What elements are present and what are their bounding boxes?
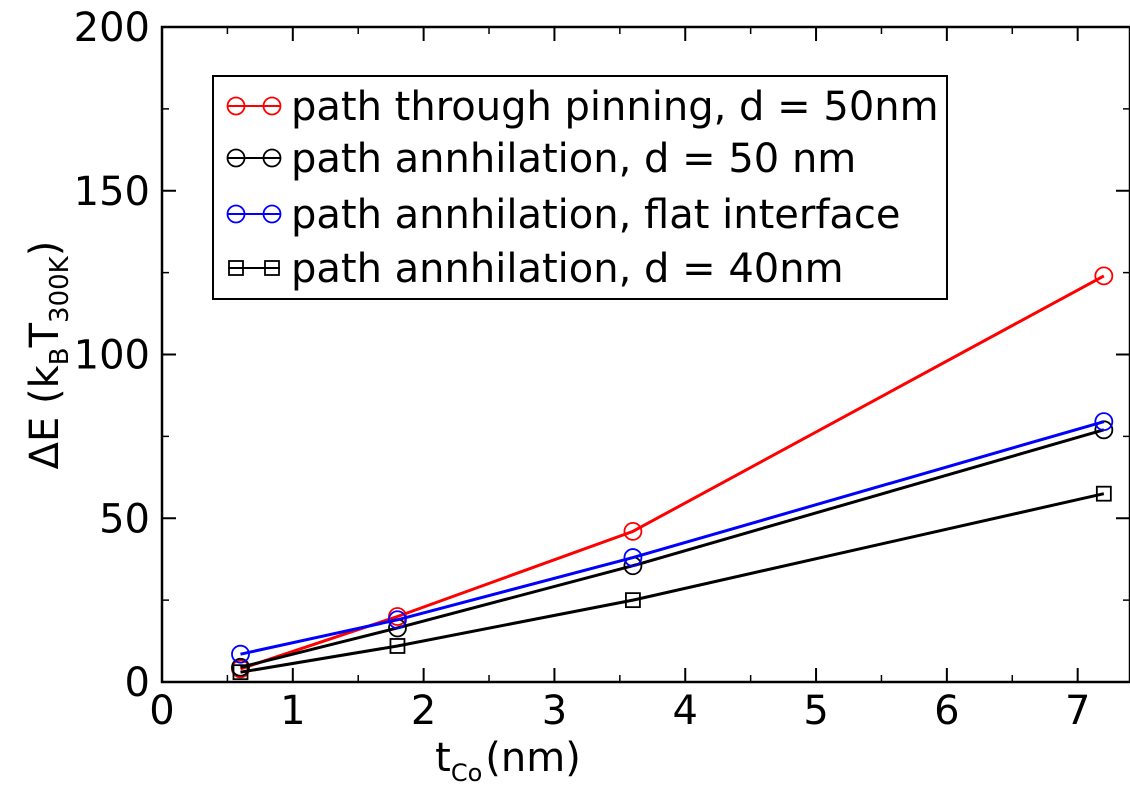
y-axis-label-t: T: [22, 322, 68, 348]
legend-marker: [264, 260, 280, 276]
x-axis: 0 1 2 3 4 5 6 7: [149, 27, 1090, 734]
y-axis-label: ΔE (kBT300K): [22, 241, 75, 470]
legend-label: path through pinning, d = 50nm: [291, 84, 939, 130]
y-axis-label-sub-t: 300K: [45, 255, 75, 323]
series-line: [240, 428, 1105, 669]
x-tick-label: 6: [934, 688, 959, 734]
legend-entry: path annhilation, d = 50 nm: [226, 136, 856, 182]
legend-marker: [262, 148, 282, 168]
y-tick-label: 200: [74, 5, 150, 51]
x-axis-label-sub: Co: [451, 759, 482, 787]
data-point: [389, 638, 406, 654]
legend-marker: [226, 148, 246, 168]
y-tick-label: 100: [74, 333, 150, 379]
series-line: [240, 492, 1105, 674]
legend-entry: path through pinning, d = 50nm: [226, 84, 939, 130]
series-line: [240, 274, 1105, 671]
data-point: [625, 592, 641, 609]
series-line: [240, 420, 1105, 656]
x-tick-label: 5: [803, 688, 828, 734]
data-point: [1094, 412, 1114, 432]
data-point: [231, 644, 250, 664]
y-tick-label: 50: [99, 496, 150, 542]
x-tick-label: 0: [149, 688, 174, 734]
y-axis-label-sub-b: B: [45, 347, 75, 365]
legend-entry: path annhilation, d = 40nm: [228, 246, 844, 292]
x-axis-label-main: t: [435, 735, 451, 781]
legend-marker: [262, 96, 282, 116]
legend-box: [212, 75, 948, 300]
legend-label: path annhilation, flat interface: [291, 192, 901, 238]
series-layer: [231, 266, 1114, 681]
legend-marker: [228, 260, 244, 276]
legend: path through pinning, d = 50nm path annhi…: [212, 75, 948, 300]
data-point: [623, 548, 643, 567]
series-2: [231, 412, 1114, 664]
y-axis-label-close: ): [22, 241, 68, 257]
legend-marker: [226, 96, 246, 116]
data-point: [388, 610, 407, 630]
legend-label: path annhilation, d = 40nm: [291, 246, 844, 292]
legend-marker: [262, 204, 282, 224]
x-tick-label: 2: [411, 688, 436, 734]
x-axis-label: tCo(nm): [435, 735, 581, 787]
data-point: [232, 664, 249, 681]
data-point: [1095, 485, 1112, 502]
x-tick-label: 4: [673, 688, 698, 734]
y-tick-label: 150: [74, 169, 150, 215]
legend-entry: path annhilation, flat interface: [226, 192, 901, 238]
series-3: [232, 485, 1112, 681]
legend-marker: [226, 204, 246, 224]
y-axis-label-main: ΔE (k: [22, 364, 68, 469]
y-axis: 0 50 100 150 200: [74, 5, 1130, 706]
y-tick-label: 0: [125, 660, 150, 706]
data-point: [1094, 420, 1114, 440]
data-point: [623, 521, 643, 541]
data-point: [1094, 266, 1114, 286]
legend-label: path annhilation, d = 50 nm: [291, 136, 856, 182]
x-axis-label-unit: (nm): [485, 735, 581, 781]
x-tick-label: 7: [1065, 688, 1090, 734]
x-tick-label: 1: [280, 688, 305, 734]
x-tick-label: 3: [542, 688, 567, 734]
data-point: [231, 657, 250, 677]
